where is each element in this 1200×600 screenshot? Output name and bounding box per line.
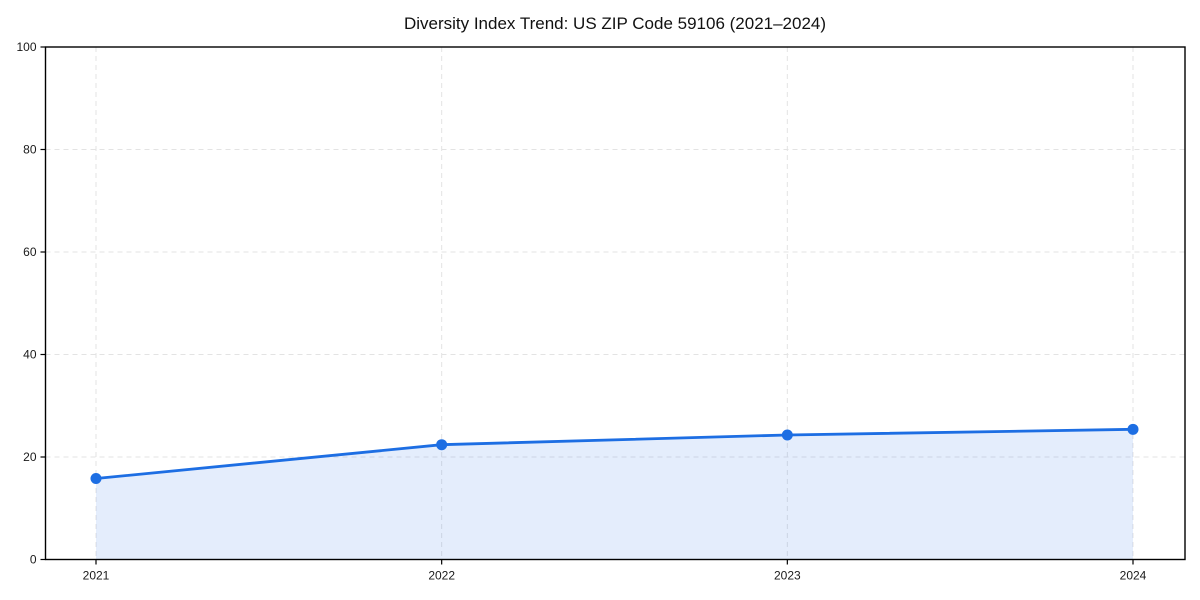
x-tick-label: 2024 <box>1120 569 1147 583</box>
area-fill <box>96 429 1133 560</box>
y-tick-label: 40 <box>23 348 37 362</box>
y-tick-label: 60 <box>23 245 37 259</box>
data-point <box>90 473 102 485</box>
plot-frame <box>44 46 1186 561</box>
chart-title: Diversity Index Trend: US ZIP Code 59106… <box>403 14 827 33</box>
data-line <box>94 427 1135 480</box>
y-tick-label: 80 <box>23 143 37 157</box>
y-tick-label: 20 <box>23 450 37 464</box>
data-point <box>436 439 448 451</box>
x-tick-label: 2023 <box>774 569 801 583</box>
x-tick-label: 2022 <box>428 569 455 583</box>
x-tick-label: 2021 <box>83 569 110 583</box>
data-point <box>1127 423 1139 435</box>
y-tick-label: 0 <box>30 553 37 567</box>
data-point <box>781 429 793 441</box>
y-tick-label: 100 <box>16 40 36 54</box>
